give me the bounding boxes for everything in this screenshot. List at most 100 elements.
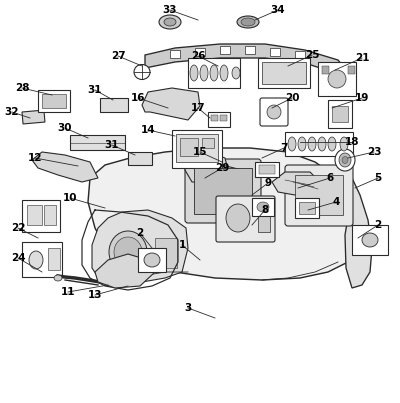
Text: 21: 21	[355, 53, 369, 63]
Bar	[38, 90, 70, 112]
Bar	[295, 175, 343, 215]
Text: 22: 22	[11, 223, 25, 233]
Ellipse shape	[109, 231, 147, 273]
Bar	[255, 162, 279, 177]
Text: 14: 14	[141, 125, 155, 135]
Ellipse shape	[267, 105, 281, 119]
Ellipse shape	[288, 137, 296, 151]
Text: 2: 2	[136, 228, 144, 238]
Ellipse shape	[144, 253, 160, 267]
Text: 11: 11	[61, 287, 75, 297]
Text: 18: 18	[345, 137, 359, 147]
Ellipse shape	[210, 65, 218, 81]
Ellipse shape	[134, 64, 150, 79]
Bar	[270, 48, 280, 56]
Text: 13: 13	[88, 290, 102, 300]
Ellipse shape	[232, 67, 240, 79]
Polygon shape	[210, 158, 250, 190]
Text: 1: 1	[178, 240, 186, 250]
Bar	[70, 135, 125, 150]
Polygon shape	[185, 152, 228, 182]
Ellipse shape	[342, 156, 348, 164]
Text: 31: 31	[88, 85, 102, 95]
Bar	[48, 248, 60, 270]
Ellipse shape	[340, 137, 348, 151]
Bar	[211, 115, 218, 121]
Bar	[100, 98, 128, 112]
FancyBboxPatch shape	[260, 98, 288, 126]
Bar	[259, 165, 275, 174]
Bar	[155, 238, 177, 268]
Bar	[202, 138, 214, 148]
Bar	[220, 115, 227, 121]
Text: 19: 19	[355, 93, 369, 103]
Text: 16: 16	[131, 93, 145, 103]
Bar	[295, 51, 305, 59]
Text: 34: 34	[271, 5, 285, 15]
Text: 29: 29	[215, 163, 229, 173]
Ellipse shape	[318, 137, 326, 151]
Text: 27: 27	[111, 51, 125, 61]
Bar	[138, 248, 166, 272]
Ellipse shape	[164, 18, 176, 26]
Text: 5: 5	[374, 173, 382, 183]
Ellipse shape	[298, 137, 306, 151]
Bar	[170, 50, 180, 58]
Text: 8: 8	[261, 205, 269, 215]
Text: 9: 9	[264, 178, 272, 188]
Ellipse shape	[54, 275, 62, 281]
Bar	[328, 100, 352, 128]
Ellipse shape	[362, 233, 378, 247]
Ellipse shape	[241, 18, 255, 26]
Ellipse shape	[328, 70, 346, 88]
Text: 4: 4	[332, 197, 340, 207]
Ellipse shape	[159, 15, 181, 29]
Polygon shape	[95, 254, 155, 288]
Polygon shape	[272, 172, 322, 198]
Ellipse shape	[226, 204, 250, 232]
Bar	[285, 132, 353, 156]
Bar	[22, 242, 62, 277]
Bar	[176, 134, 218, 162]
Text: 31: 31	[105, 140, 119, 150]
Bar	[245, 46, 255, 54]
Bar	[258, 58, 310, 88]
Bar	[44, 205, 56, 225]
Bar	[299, 202, 315, 214]
Polygon shape	[345, 178, 372, 288]
Text: 33: 33	[163, 5, 177, 15]
Bar	[195, 48, 205, 56]
Ellipse shape	[237, 16, 259, 28]
Text: 6: 6	[326, 173, 334, 183]
Text: 12: 12	[28, 153, 42, 163]
Text: 10: 10	[63, 193, 77, 203]
Text: 15: 15	[193, 147, 207, 157]
FancyBboxPatch shape	[285, 165, 353, 226]
Polygon shape	[88, 148, 360, 280]
Bar	[188, 58, 240, 88]
Polygon shape	[145, 44, 348, 84]
Text: 7: 7	[280, 143, 288, 153]
Bar	[258, 206, 270, 232]
Bar	[172, 130, 222, 168]
Text: 20: 20	[285, 93, 299, 103]
Ellipse shape	[308, 137, 316, 151]
Ellipse shape	[328, 137, 336, 151]
Bar	[208, 112, 230, 127]
Bar	[252, 198, 274, 216]
Text: 26: 26	[191, 51, 205, 61]
Bar	[332, 106, 348, 122]
Text: 25: 25	[305, 50, 319, 60]
Bar	[262, 62, 306, 84]
Bar	[42, 94, 66, 108]
Bar	[318, 62, 356, 96]
Bar	[220, 46, 230, 54]
Bar	[22, 200, 60, 232]
Bar	[22, 110, 45, 124]
Ellipse shape	[29, 251, 43, 269]
Ellipse shape	[200, 65, 208, 81]
FancyBboxPatch shape	[185, 159, 261, 223]
Text: 30: 30	[58, 123, 72, 133]
Text: 17: 17	[191, 103, 205, 113]
FancyBboxPatch shape	[216, 196, 275, 242]
